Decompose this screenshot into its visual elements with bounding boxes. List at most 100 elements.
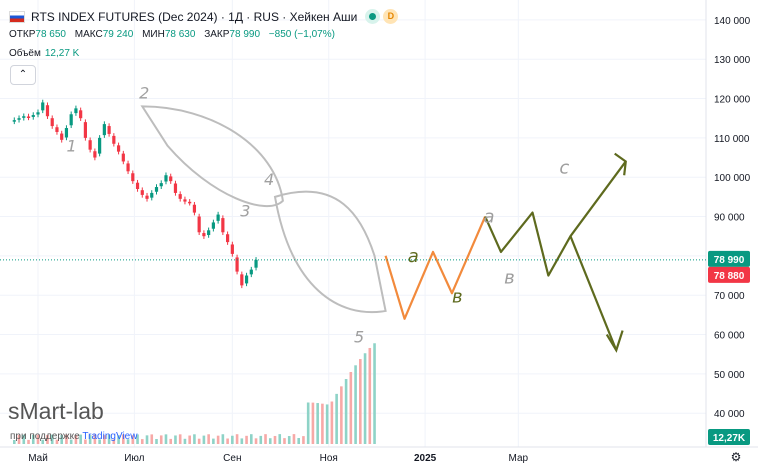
powered-by-label: при поддержке	[10, 431, 80, 442]
price-tick-label: 140 000	[714, 16, 751, 27]
high-value: 79 240	[102, 29, 134, 40]
volume-bar	[159, 435, 163, 444]
volume-label: Объём	[9, 48, 41, 59]
volume-bar	[107, 434, 111, 444]
candle-body	[183, 199, 187, 202]
volume-readout[interactable]: Объём 12,27 K	[9, 48, 79, 59]
volume-bar	[368, 347, 372, 444]
wave-label: a	[408, 246, 419, 267]
candlestick-series	[12, 99, 258, 289]
candle-body	[50, 118, 54, 127]
volume-bar	[140, 439, 144, 444]
symbol-title[interactable]: RTS INDEX FUTURES (Dec 2024) · 1Д · RUS …	[31, 9, 358, 24]
wave-label: 5	[354, 327, 364, 346]
wave-label: 3	[240, 202, 250, 221]
outline-curve	[273, 190, 387, 313]
volume-bar	[363, 353, 367, 444]
candle-body	[145, 195, 149, 199]
second-price-tag: 78 880	[714, 271, 745, 282]
volume-bar	[79, 434, 82, 444]
high-label: МАКС	[74, 29, 103, 40]
price-tick-label: 110 000	[714, 134, 750, 145]
volume-bar	[297, 438, 300, 444]
volume-bar	[84, 439, 87, 444]
price-tick-label: 120 000	[714, 95, 751, 106]
volume-bar	[65, 434, 68, 444]
orange-wave-path	[384, 216, 487, 320]
low-value: 78 630	[164, 29, 196, 40]
volume-bar	[235, 434, 239, 444]
candle-body	[116, 145, 121, 152]
volume-bar	[212, 438, 215, 444]
time-tick-label: Июл	[124, 453, 144, 464]
candle-body	[31, 115, 35, 117]
volume-bar	[250, 434, 253, 444]
wave-label: 4	[264, 170, 274, 189]
time-tick-label: Мар	[509, 453, 529, 464]
wave-label: 2	[139, 84, 149, 103]
volume-bar	[46, 434, 49, 444]
time-tick-label: Ноя	[320, 453, 338, 464]
volume-bar	[373, 343, 376, 444]
volume-bar	[27, 439, 30, 444]
candle-body	[150, 192, 154, 198]
candle-body	[254, 259, 258, 268]
volume-bar	[197, 438, 201, 444]
volume-bar	[292, 434, 296, 444]
candle-body	[169, 176, 173, 182]
arrowhead-up	[614, 152, 627, 176]
volume-bar	[178, 434, 182, 444]
wave-labels: 1 2 34 5 a в a в c	[66, 84, 569, 347]
wave-label: в	[504, 267, 515, 288]
candle-body	[107, 126, 111, 134]
wave-label: 1	[66, 137, 76, 156]
volume-bar	[174, 435, 177, 444]
volume-bar	[164, 434, 168, 444]
price-tick-label: 60 000	[714, 331, 745, 342]
candle-body	[235, 257, 239, 272]
volume-bar	[188, 435, 191, 444]
change-value: −850 (−1,07%)	[268, 29, 335, 40]
close-label: ЗАКР	[204, 29, 230, 40]
candle-body	[131, 173, 135, 182]
volume-bar	[74, 435, 78, 444]
price-tick-label: 130 000	[714, 55, 751, 66]
volume-bar	[193, 434, 196, 444]
candle-body	[173, 183, 178, 193]
volume-bar	[50, 434, 54, 444]
price-tick-label: 90 000	[714, 213, 745, 224]
market-status-icon[interactable]	[365, 9, 381, 24]
volume-bar	[112, 439, 116, 444]
price-tags: 78 990 78 880 12,27K	[0, 250, 750, 445]
time-axis[interactable]: Май Июл Сен Ноя 2025 Мар ⚙	[0, 446, 758, 464]
volume-bar	[136, 434, 139, 444]
volume-bar	[88, 435, 92, 444]
candle-body	[112, 135, 116, 144]
collapse-legend-button[interactable]: ⌃	[10, 65, 36, 85]
candle-body	[74, 108, 78, 114]
volume-bar	[359, 359, 362, 444]
candle-body	[22, 116, 26, 118]
candle-body	[207, 230, 211, 236]
close-value: 78 990	[229, 29, 261, 40]
volume-bar	[349, 371, 353, 444]
volume-bar	[268, 438, 272, 444]
candle-body	[197, 216, 201, 233]
candle-body	[164, 175, 168, 182]
tradingview-credit[interactable]: при поддержке TradingView	[10, 431, 137, 442]
candle-body	[17, 118, 21, 120]
volume-bar	[316, 403, 319, 444]
candle-body	[83, 122, 87, 138]
volume-bar	[183, 438, 187, 444]
chevron-up-icon: ⌃	[18, 69, 28, 80]
candle-body	[202, 233, 206, 237]
delayed-badge[interactable]: D	[383, 9, 399, 24]
volume-bar	[36, 434, 40, 444]
price-axis[interactable]: 140 000 130 000 120 000 110 000 100 000 90 00…	[705, 0, 751, 447]
volume-bar	[259, 435, 263, 444]
candle-body	[64, 128, 69, 138]
tradingview-link[interactable]: TradingView	[82, 431, 138, 442]
symbol-header[interactable]: RTS INDEX FUTURES (Dec 2024) · 1Д · RUS …	[9, 9, 399, 24]
volume-bar	[306, 402, 310, 444]
